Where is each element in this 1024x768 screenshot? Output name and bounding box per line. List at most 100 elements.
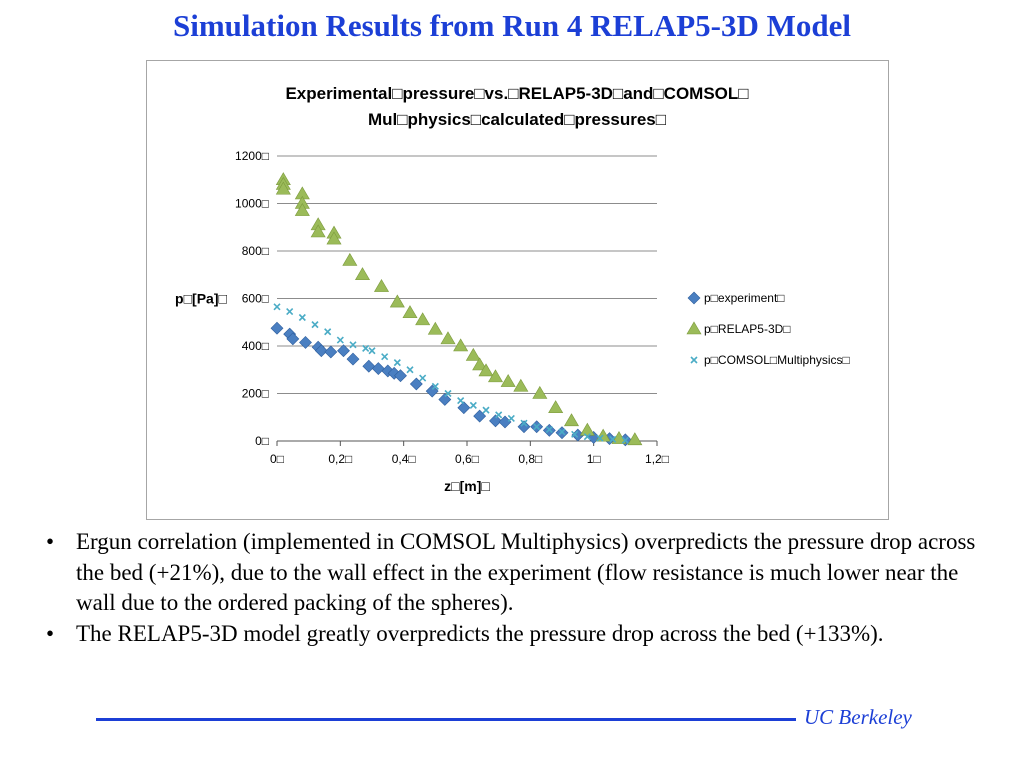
experiment-point — [324, 345, 338, 359]
legend-marker — [687, 291, 701, 305]
comsol-point — [273, 303, 281, 311]
comsol-point — [444, 389, 452, 398]
experiment-point — [299, 336, 312, 349]
bullet-list: Ergun correlation (implemented in COMSOL… — [44, 527, 984, 649]
relap-point — [342, 252, 358, 266]
relap-point — [389, 294, 405, 308]
legend-marker — [690, 356, 698, 364]
comsol-point — [336, 336, 344, 344]
experiment-point — [362, 359, 376, 373]
y-tick-label: 600□ — [242, 292, 269, 306]
relap-point — [513, 378, 529, 392]
experiment-point — [270, 321, 284, 335]
comsol-point — [533, 423, 541, 431]
comsol-point — [621, 436, 629, 444]
bullet-item: The RELAP5-3D model greatly overpredicts… — [44, 619, 984, 650]
experiment-point — [371, 362, 385, 375]
comsol-point — [406, 366, 414, 374]
x-axis-label: z□[m]□ — [444, 478, 490, 494]
chart-frame: Experimental□pressure□vs.□RELAP5-3D□and□… — [146, 60, 889, 520]
experiment-point — [314, 344, 328, 358]
relap-point — [487, 369, 504, 383]
relap-point — [500, 374, 516, 387]
experiment-point — [286, 332, 300, 346]
comsol-point — [286, 307, 294, 316]
slide-title: Simulation Results from Run 4 RELAP5-3D … — [172, 8, 852, 43]
relap-point — [427, 321, 443, 335]
x-tick-label: 0,6□ — [455, 452, 479, 466]
y-tick-label: 1200□ — [235, 149, 269, 163]
comsol-point — [596, 434, 604, 442]
comsol-point — [583, 433, 591, 441]
comsol-point — [609, 435, 617, 443]
experiment-point — [337, 344, 350, 358]
x-tick-label: 0,8□ — [518, 452, 542, 466]
legend-label: p□RELAP5-3D□ — [704, 322, 791, 336]
comsol-point — [362, 344, 370, 352]
comsol-point — [349, 341, 357, 349]
x-tick-label: 0,4□ — [392, 452, 416, 466]
comsol-point — [495, 411, 503, 419]
relap-point — [310, 224, 326, 238]
relap-point — [472, 357, 488, 371]
comsol-point — [545, 426, 553, 434]
relap-point — [373, 279, 390, 292]
relap-point — [275, 181, 291, 195]
y-tick-label: 800□ — [242, 244, 269, 258]
comsol-point — [520, 419, 528, 427]
comsol-point — [482, 406, 490, 414]
experiment-point — [438, 393, 452, 406]
footer-label: UC Berkeley — [804, 705, 912, 729]
footer-divider — [96, 718, 796, 721]
x-tick-label: 0□ — [270, 452, 284, 466]
experiment-point — [473, 409, 487, 423]
comsol-point — [507, 414, 515, 423]
y-axis-label: p□[Pa]□ — [175, 291, 227, 307]
x-tick-label: 1,2□ — [645, 452, 669, 466]
chart-title: Experimental□pressure□vs.□RELAP5-3D□and□… — [285, 84, 748, 103]
relap-point — [402, 305, 418, 319]
experiment-point — [425, 384, 439, 398]
relap-point — [548, 400, 564, 414]
comsol-point — [298, 313, 306, 322]
experiment-point — [457, 401, 471, 415]
relap-point — [465, 347, 481, 361]
relap-point — [326, 231, 342, 245]
comsol-point — [324, 328, 332, 336]
comsol-point — [558, 428, 566, 436]
chart-title: Mul□physics□calculated□pressures□ — [368, 110, 666, 129]
comsol-point — [381, 353, 389, 361]
legend-label: p□experiment□ — [704, 291, 785, 305]
comsol-point — [393, 359, 401, 367]
bullet-item: Ergun correlation (implemented in COMSOL… — [44, 527, 984, 619]
relap-point — [294, 203, 310, 216]
y-tick-label: 200□ — [242, 387, 269, 401]
experiment-point — [346, 352, 360, 366]
relap-point — [354, 267, 371, 281]
comsol-point — [431, 382, 439, 390]
y-tick-label: 400□ — [242, 339, 269, 353]
relap-point — [415, 312, 431, 326]
relap-point — [563, 413, 580, 427]
legend-label: p□COMSOL□Multiphysics□ — [704, 353, 850, 367]
relap-point — [453, 338, 469, 352]
comsol-point — [419, 374, 427, 382]
experiment-point — [517, 420, 531, 434]
x-tick-label: 1□ — [587, 452, 601, 466]
x-tick-label: 0,2□ — [328, 452, 352, 466]
experiment-point — [394, 369, 407, 383]
relap-point — [627, 432, 643, 446]
experiment-point — [409, 377, 423, 391]
pressure-chart: Experimental□pressure□vs.□RELAP5-3D□and□… — [175, 84, 850, 494]
y-tick-label: 1000□ — [235, 197, 269, 211]
experiment-point — [489, 414, 502, 428]
comsol-point — [368, 347, 376, 355]
relap-point — [579, 422, 595, 436]
comsol-point — [457, 397, 465, 405]
comsol-point — [311, 321, 319, 329]
relap-point — [532, 385, 548, 399]
relap-point — [478, 363, 494, 377]
relap-point — [440, 331, 456, 345]
comsol-point — [571, 430, 579, 438]
legend-marker — [686, 321, 702, 335]
